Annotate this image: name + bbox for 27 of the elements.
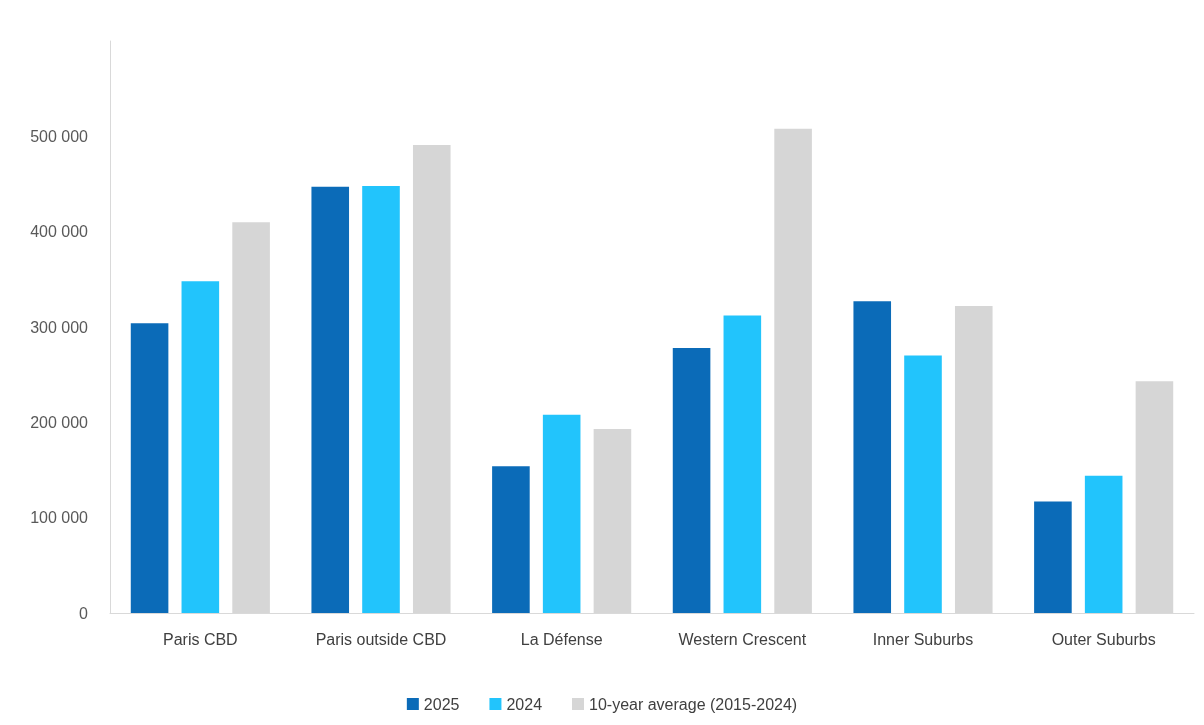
bar: [1084, 475, 1123, 613]
bar: [181, 281, 220, 613]
bar: [1034, 501, 1072, 613]
x-tick-label: Western Crescent: [678, 630, 807, 648]
bar: [362, 185, 400, 613]
bar: [853, 301, 892, 613]
y-tick-label: 0: [79, 604, 89, 622]
bar: [492, 466, 530, 613]
y-tick-label: 300 000: [30, 318, 89, 336]
bar: [904, 355, 942, 613]
x-tick-label: Paris outside CBD: [315, 630, 447, 648]
bar: [542, 414, 581, 613]
x-tick-label: Outer Suburbs: [1051, 630, 1156, 648]
bar: [723, 315, 762, 613]
legend-label: 10-year average (2015-2024): [589, 695, 798, 713]
x-tick-label: La Défense: [520, 630, 603, 648]
bar: [130, 323, 169, 613]
y-tick-label: 400 000: [30, 223, 89, 241]
bar: [672, 347, 711, 613]
x-tick-label: Inner Suburbs: [872, 630, 974, 648]
bar: [311, 186, 350, 613]
y-tick-label: 100 000: [30, 509, 89, 527]
y-tick-label: 200 000: [30, 413, 89, 431]
x-tick-label: Paris CBD: [162, 630, 238, 648]
legend-label: 2025: [423, 695, 460, 713]
legend-label: 2024: [506, 695, 543, 713]
y-tick-label: 500 000: [30, 127, 89, 145]
